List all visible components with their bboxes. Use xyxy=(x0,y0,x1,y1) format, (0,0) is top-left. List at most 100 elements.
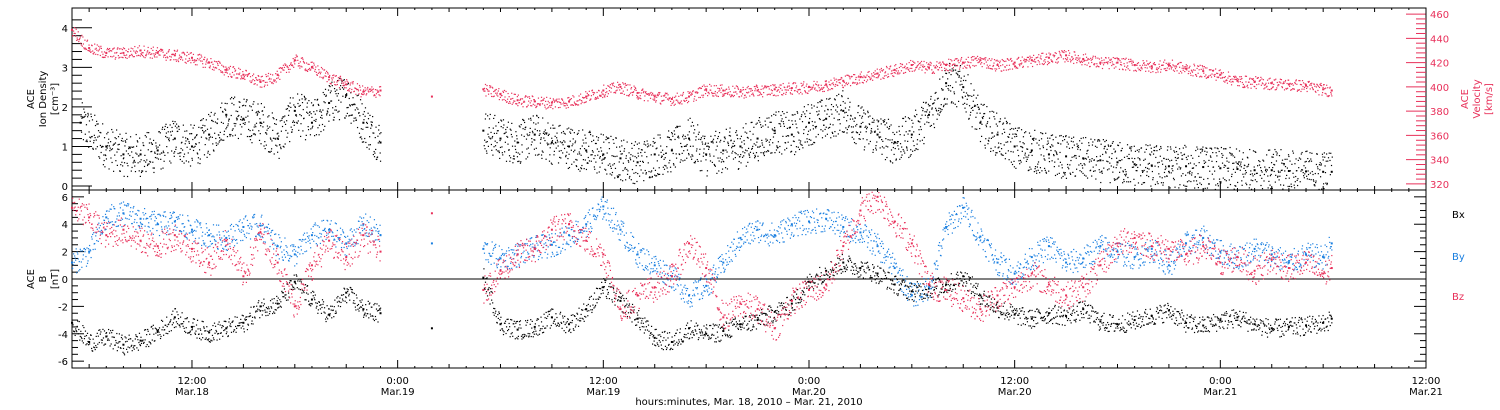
velocity-point xyxy=(770,84,772,87)
velocity-point xyxy=(748,91,750,93)
velocity-point xyxy=(626,94,628,97)
density-point xyxy=(1057,142,1060,144)
density-point xyxy=(714,165,716,167)
velocity-point xyxy=(986,64,988,66)
velocity-point xyxy=(154,56,156,58)
velocity-point xyxy=(648,94,651,96)
density-point xyxy=(837,119,839,121)
velocity-point xyxy=(199,57,201,59)
density-point xyxy=(1040,154,1042,156)
density-point xyxy=(566,151,568,153)
density-point xyxy=(858,138,860,140)
velocity-point xyxy=(702,96,704,98)
density-point xyxy=(148,132,150,134)
density-point xyxy=(631,142,633,145)
density-point xyxy=(526,133,528,135)
density-point xyxy=(1095,164,1097,166)
density-point xyxy=(511,136,513,138)
density-point xyxy=(159,153,161,155)
density-point xyxy=(310,128,312,130)
density-point xyxy=(851,131,853,134)
density-point xyxy=(174,121,176,123)
density-point xyxy=(724,138,726,140)
density-point xyxy=(330,100,333,102)
density-point xyxy=(117,136,120,138)
density-point xyxy=(138,155,140,157)
density-point xyxy=(514,148,517,151)
density-point xyxy=(844,102,846,104)
density-point xyxy=(359,115,361,117)
density-point xyxy=(290,126,292,128)
velocity-point xyxy=(618,83,620,85)
density-point xyxy=(300,135,302,138)
velocity-point xyxy=(962,67,964,69)
density-point xyxy=(364,107,367,109)
density-point xyxy=(233,122,235,125)
density-point xyxy=(603,157,606,159)
velocity-point xyxy=(627,84,629,86)
density-point xyxy=(1050,134,1052,137)
density-point xyxy=(939,111,941,114)
density-point xyxy=(604,168,606,170)
velocity-point xyxy=(594,96,597,99)
density-point xyxy=(981,123,983,125)
density-point xyxy=(1249,148,1251,151)
density-point xyxy=(1017,149,1019,151)
velocity-point xyxy=(993,59,996,61)
density-point xyxy=(1191,172,1193,174)
density-point xyxy=(620,179,622,181)
velocity-point xyxy=(951,64,953,66)
density-point xyxy=(267,127,269,129)
density-point xyxy=(1178,148,1181,150)
density-point xyxy=(948,72,950,74)
velocity-y-tick-label: 380 xyxy=(1430,107,1449,118)
velocity-point xyxy=(912,63,914,66)
velocity-point xyxy=(887,73,889,75)
velocity-point xyxy=(649,97,652,99)
velocity-point xyxy=(93,51,95,54)
density-point xyxy=(984,147,986,149)
density-point xyxy=(1157,182,1159,185)
density-point xyxy=(902,117,905,120)
density-point xyxy=(1145,148,1147,151)
density-point xyxy=(562,130,565,133)
density-point xyxy=(749,130,751,133)
velocity-point xyxy=(672,96,674,98)
velocity-point xyxy=(347,89,349,92)
density-point xyxy=(142,142,144,144)
velocity-point xyxy=(783,92,785,94)
density-point xyxy=(114,142,117,144)
velocity-point xyxy=(858,75,860,77)
density-point xyxy=(1299,181,1301,183)
density-point xyxy=(1195,165,1197,167)
density-point xyxy=(849,106,851,108)
density-point xyxy=(530,144,532,146)
density-point xyxy=(979,140,982,143)
density-point xyxy=(549,154,551,156)
velocity-point xyxy=(609,84,612,86)
velocity-point xyxy=(904,71,907,74)
velocity-point xyxy=(722,95,725,97)
density-point xyxy=(1013,166,1016,168)
density-point xyxy=(614,167,617,170)
density-point xyxy=(539,142,542,144)
density-point xyxy=(812,143,814,145)
density-point xyxy=(696,148,698,150)
density-point xyxy=(82,116,84,119)
density-point xyxy=(485,150,488,152)
density-point xyxy=(1078,155,1080,157)
velocity-point xyxy=(905,63,908,65)
velocity-point xyxy=(995,60,997,62)
velocity-point xyxy=(133,50,135,52)
velocity-point xyxy=(149,52,151,54)
density-point xyxy=(739,138,741,140)
velocity-point xyxy=(233,68,236,70)
density-point xyxy=(1060,177,1063,179)
density-point xyxy=(673,130,675,132)
velocity-point xyxy=(519,99,521,101)
velocity-point xyxy=(544,106,546,108)
velocity-point xyxy=(979,59,982,62)
density-point xyxy=(1314,185,1316,187)
density-point xyxy=(827,109,829,111)
density-point xyxy=(1112,166,1115,168)
